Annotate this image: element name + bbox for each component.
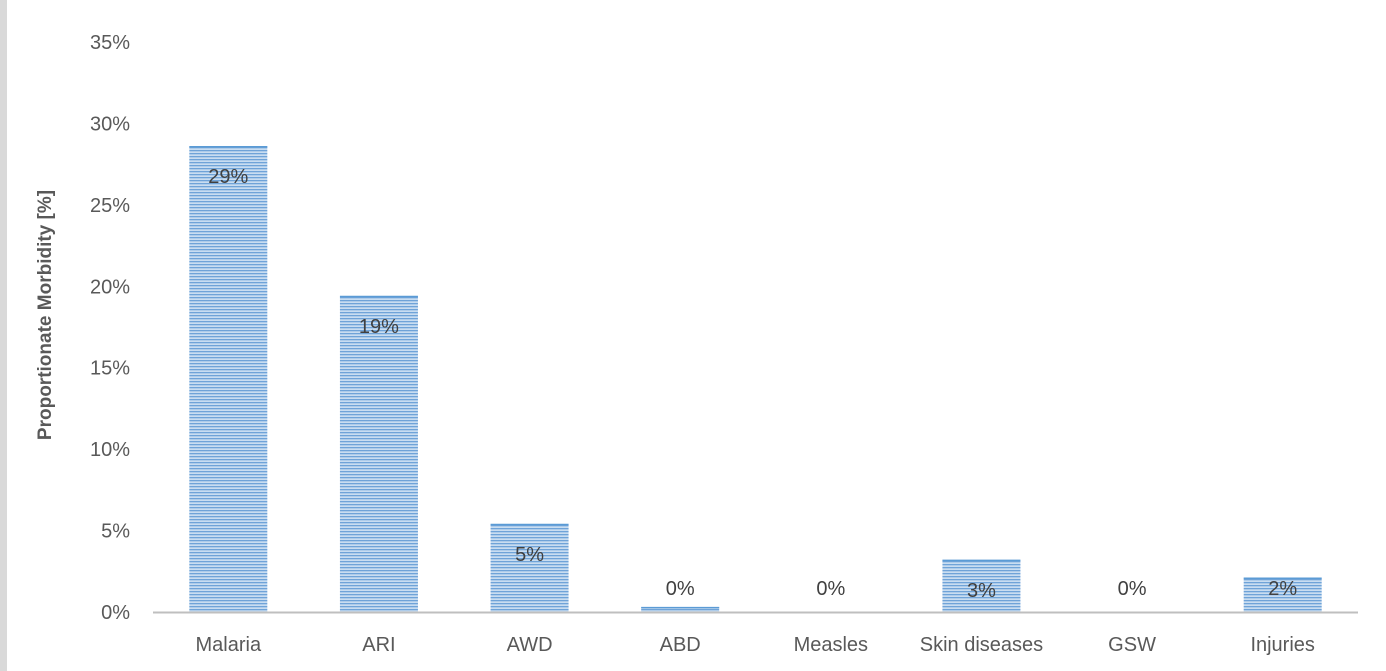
y-tick-label: 10%	[90, 439, 130, 461]
bar	[189, 146, 268, 612]
y-tick-label: 0%	[101, 602, 130, 624]
x-category-label: AWD	[507, 634, 553, 656]
data-label: 29%	[208, 166, 248, 188]
x-category-label: Skin diseases	[920, 634, 1043, 656]
y-tick-label: 20%	[90, 276, 130, 298]
x-category-label: Injuries	[1250, 634, 1314, 656]
bar	[490, 524, 569, 612]
x-category-label: Malaria	[196, 634, 262, 656]
y-tick-label: 35%	[90, 32, 130, 54]
y-axis-ticks: 0% 5% 10% 15% 20% 25% 30% 35%	[90, 32, 130, 624]
bar	[1243, 577, 1322, 612]
data-labels-group: 29% 19% 5% 0% 0% 3% 0% 2%	[208, 166, 1297, 602]
data-label: 3%	[967, 580, 996, 602]
bar	[339, 296, 418, 612]
data-label: 0%	[816, 578, 845, 600]
x-category-label: Measles	[794, 634, 868, 656]
bar	[641, 607, 720, 612]
category-labels-group: Malaria ARI AWD ABD Measles Skin diseases GSW I…	[196, 634, 1315, 656]
data-label: 0%	[666, 578, 695, 600]
bars-group	[189, 145, 1322, 612]
y-tick-label: 30%	[90, 113, 130, 135]
data-label: 5%	[515, 544, 544, 566]
y-tick-label: 15%	[90, 358, 130, 380]
y-tick-label: 5%	[101, 521, 130, 543]
bar	[942, 559, 1021, 612]
data-label: 19%	[359, 316, 399, 338]
data-label: 0%	[1118, 578, 1147, 600]
x-category-label: GSW	[1108, 634, 1156, 656]
y-tick-label: 25%	[90, 195, 130, 217]
data-label: 2%	[1268, 578, 1297, 600]
x-category-label: ABD	[660, 634, 701, 656]
x-category-label: ARI	[362, 634, 395, 656]
left-edge-shade	[0, 0, 7, 671]
y-axis-title: Proportionate Morbidity [%]	[35, 190, 56, 440]
